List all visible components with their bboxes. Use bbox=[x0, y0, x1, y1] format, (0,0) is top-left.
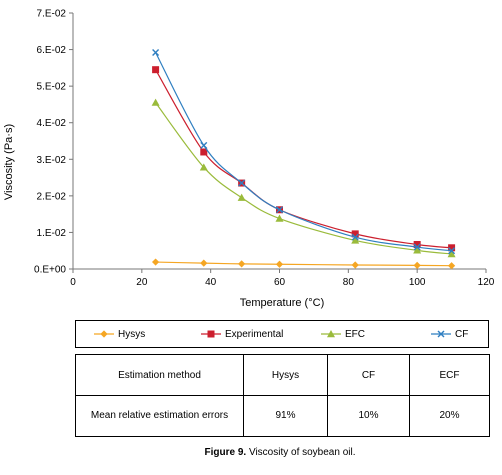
legend-item-hysys: Hysys bbox=[94, 321, 145, 347]
y-axis-title: Viscosity (Pa·s) bbox=[3, 124, 15, 200]
x-tick-label: 80 bbox=[343, 277, 355, 288]
x-axis-ticks: 0 20 40 60 80 100 120 bbox=[70, 269, 495, 288]
data-point-cf bbox=[276, 206, 283, 214]
figure-caption: Figure 9. Viscosity of soybean oil. bbox=[0, 447, 502, 458]
data-point-efc bbox=[199, 163, 208, 171]
table-header-row: Estimation method Hysys CF ECF bbox=[75, 354, 490, 396]
legend-label-cf: CF bbox=[455, 328, 469, 340]
table-header-method: Estimation method bbox=[75, 354, 244, 396]
data-point-experimental bbox=[152, 66, 160, 74]
viscosity-chart: 0.E+00 1.E-02 2.E-02 3.E-02 4.E-02 5.E-02 6.E-… bbox=[3, 9, 495, 310]
data-point-efc bbox=[237, 193, 246, 201]
x-tick-label: 20 bbox=[136, 277, 148, 288]
data-point-hysys bbox=[447, 262, 456, 270]
data-point-efc bbox=[151, 98, 160, 106]
data-point-hysys bbox=[413, 261, 421, 269]
series-efc bbox=[151, 98, 456, 258]
y-tick-label: 5.E-02 bbox=[37, 82, 67, 93]
data-point-hysys bbox=[351, 261, 359, 269]
x-tick-label: 100 bbox=[409, 277, 426, 288]
legend-label-efc: EFC bbox=[345, 328, 365, 340]
legend-item-experimental: Experimental bbox=[201, 321, 283, 347]
data-point-experimental bbox=[448, 244, 456, 252]
legend-swatch-efc bbox=[321, 330, 341, 338]
data-point-cf bbox=[448, 247, 456, 255]
legend-label-experimental: Experimental bbox=[225, 328, 284, 340]
table-header-hysys: Hysys bbox=[243, 354, 328, 396]
table-cell-hysys: 91% bbox=[243, 395, 328, 437]
data-point-efc bbox=[275, 214, 284, 222]
data-point-experimental bbox=[351, 230, 359, 238]
data-point-efc bbox=[351, 236, 360, 244]
series-line-cf bbox=[155, 52, 452, 252]
y-tick-label: 4.E-02 bbox=[37, 118, 67, 129]
legend-label-hysys: Hysys bbox=[118, 328, 146, 340]
legend-item-cf: CF bbox=[431, 321, 468, 347]
y-tick-label: 6.E-02 bbox=[37, 45, 67, 56]
estimation-error-table: Estimation method Hysys CF ECF Mean rela… bbox=[75, 354, 490, 437]
data-point-efc bbox=[413, 246, 422, 254]
data-point-cf bbox=[152, 49, 160, 56]
legend-swatch-hysys bbox=[94, 330, 114, 338]
data-point-hysys bbox=[200, 259, 208, 267]
table-cell-cf: 10% bbox=[327, 395, 410, 437]
series-hysys bbox=[152, 258, 456, 270]
table-row: Mean relative estimation errors 91% 10% … bbox=[75, 395, 490, 437]
y-tick-label: 7.E-02 bbox=[37, 9, 67, 20]
data-point-efc bbox=[447, 250, 456, 258]
table-cell-ecf: 20% bbox=[409, 395, 490, 437]
x-tick-label: 120 bbox=[478, 277, 495, 288]
legend-marker-hysys bbox=[100, 330, 108, 338]
series-layer bbox=[151, 49, 456, 270]
data-point-cf bbox=[413, 243, 421, 251]
x-tick-label: 0 bbox=[70, 277, 76, 288]
data-point-hysys bbox=[238, 260, 246, 268]
x-tick-label: 60 bbox=[274, 277, 286, 288]
data-point-experimental bbox=[200, 148, 208, 156]
series-cf bbox=[152, 49, 456, 255]
series-experimental bbox=[152, 66, 456, 252]
data-point-hysys bbox=[152, 258, 160, 266]
figure-label: Figure 9. bbox=[204, 447, 247, 458]
y-tick-label: 2.E-02 bbox=[37, 191, 67, 202]
legend-marker-cf bbox=[437, 330, 445, 338]
figure-caption-text: Viscosity of soybean oil. bbox=[246, 447, 356, 458]
y-tick-label: 0.E+00 bbox=[34, 265, 66, 276]
x-axis-title: Temperature (°C) bbox=[240, 297, 324, 309]
table-header-cf: CF bbox=[327, 354, 410, 396]
legend-swatch-experimental bbox=[201, 330, 221, 338]
data-point-hysys bbox=[275, 260, 284, 268]
legend-marker-efc bbox=[327, 330, 335, 338]
series-line-experimental bbox=[155, 69, 452, 249]
y-axis-ticks: 0.E+00 1.E-02 2.E-02 3.E-02 4.E-02 5.E-02 6.E-… bbox=[34, 9, 73, 276]
data-point-experimental bbox=[413, 240, 421, 248]
legend-swatch-cf bbox=[431, 330, 451, 338]
table-header-ecf: ECF bbox=[409, 354, 490, 396]
series-line-efc bbox=[155, 102, 452, 255]
chart-legend: Hysys Experimental EFC CF bbox=[75, 320, 489, 348]
x-tick-label: 40 bbox=[205, 277, 217, 288]
data-point-cf bbox=[351, 233, 359, 241]
data-point-cf bbox=[200, 141, 208, 149]
legend-marker-experimental bbox=[207, 330, 215, 338]
y-tick-label: 1.E-02 bbox=[37, 228, 67, 239]
data-point-cf bbox=[238, 179, 246, 187]
series-line-hysys bbox=[155, 261, 452, 267]
legend-item-efc: EFC bbox=[321, 321, 365, 347]
table-row-label: Mean relative estimation errors bbox=[75, 395, 244, 437]
y-tick-label: 3.E-02 bbox=[37, 155, 67, 166]
